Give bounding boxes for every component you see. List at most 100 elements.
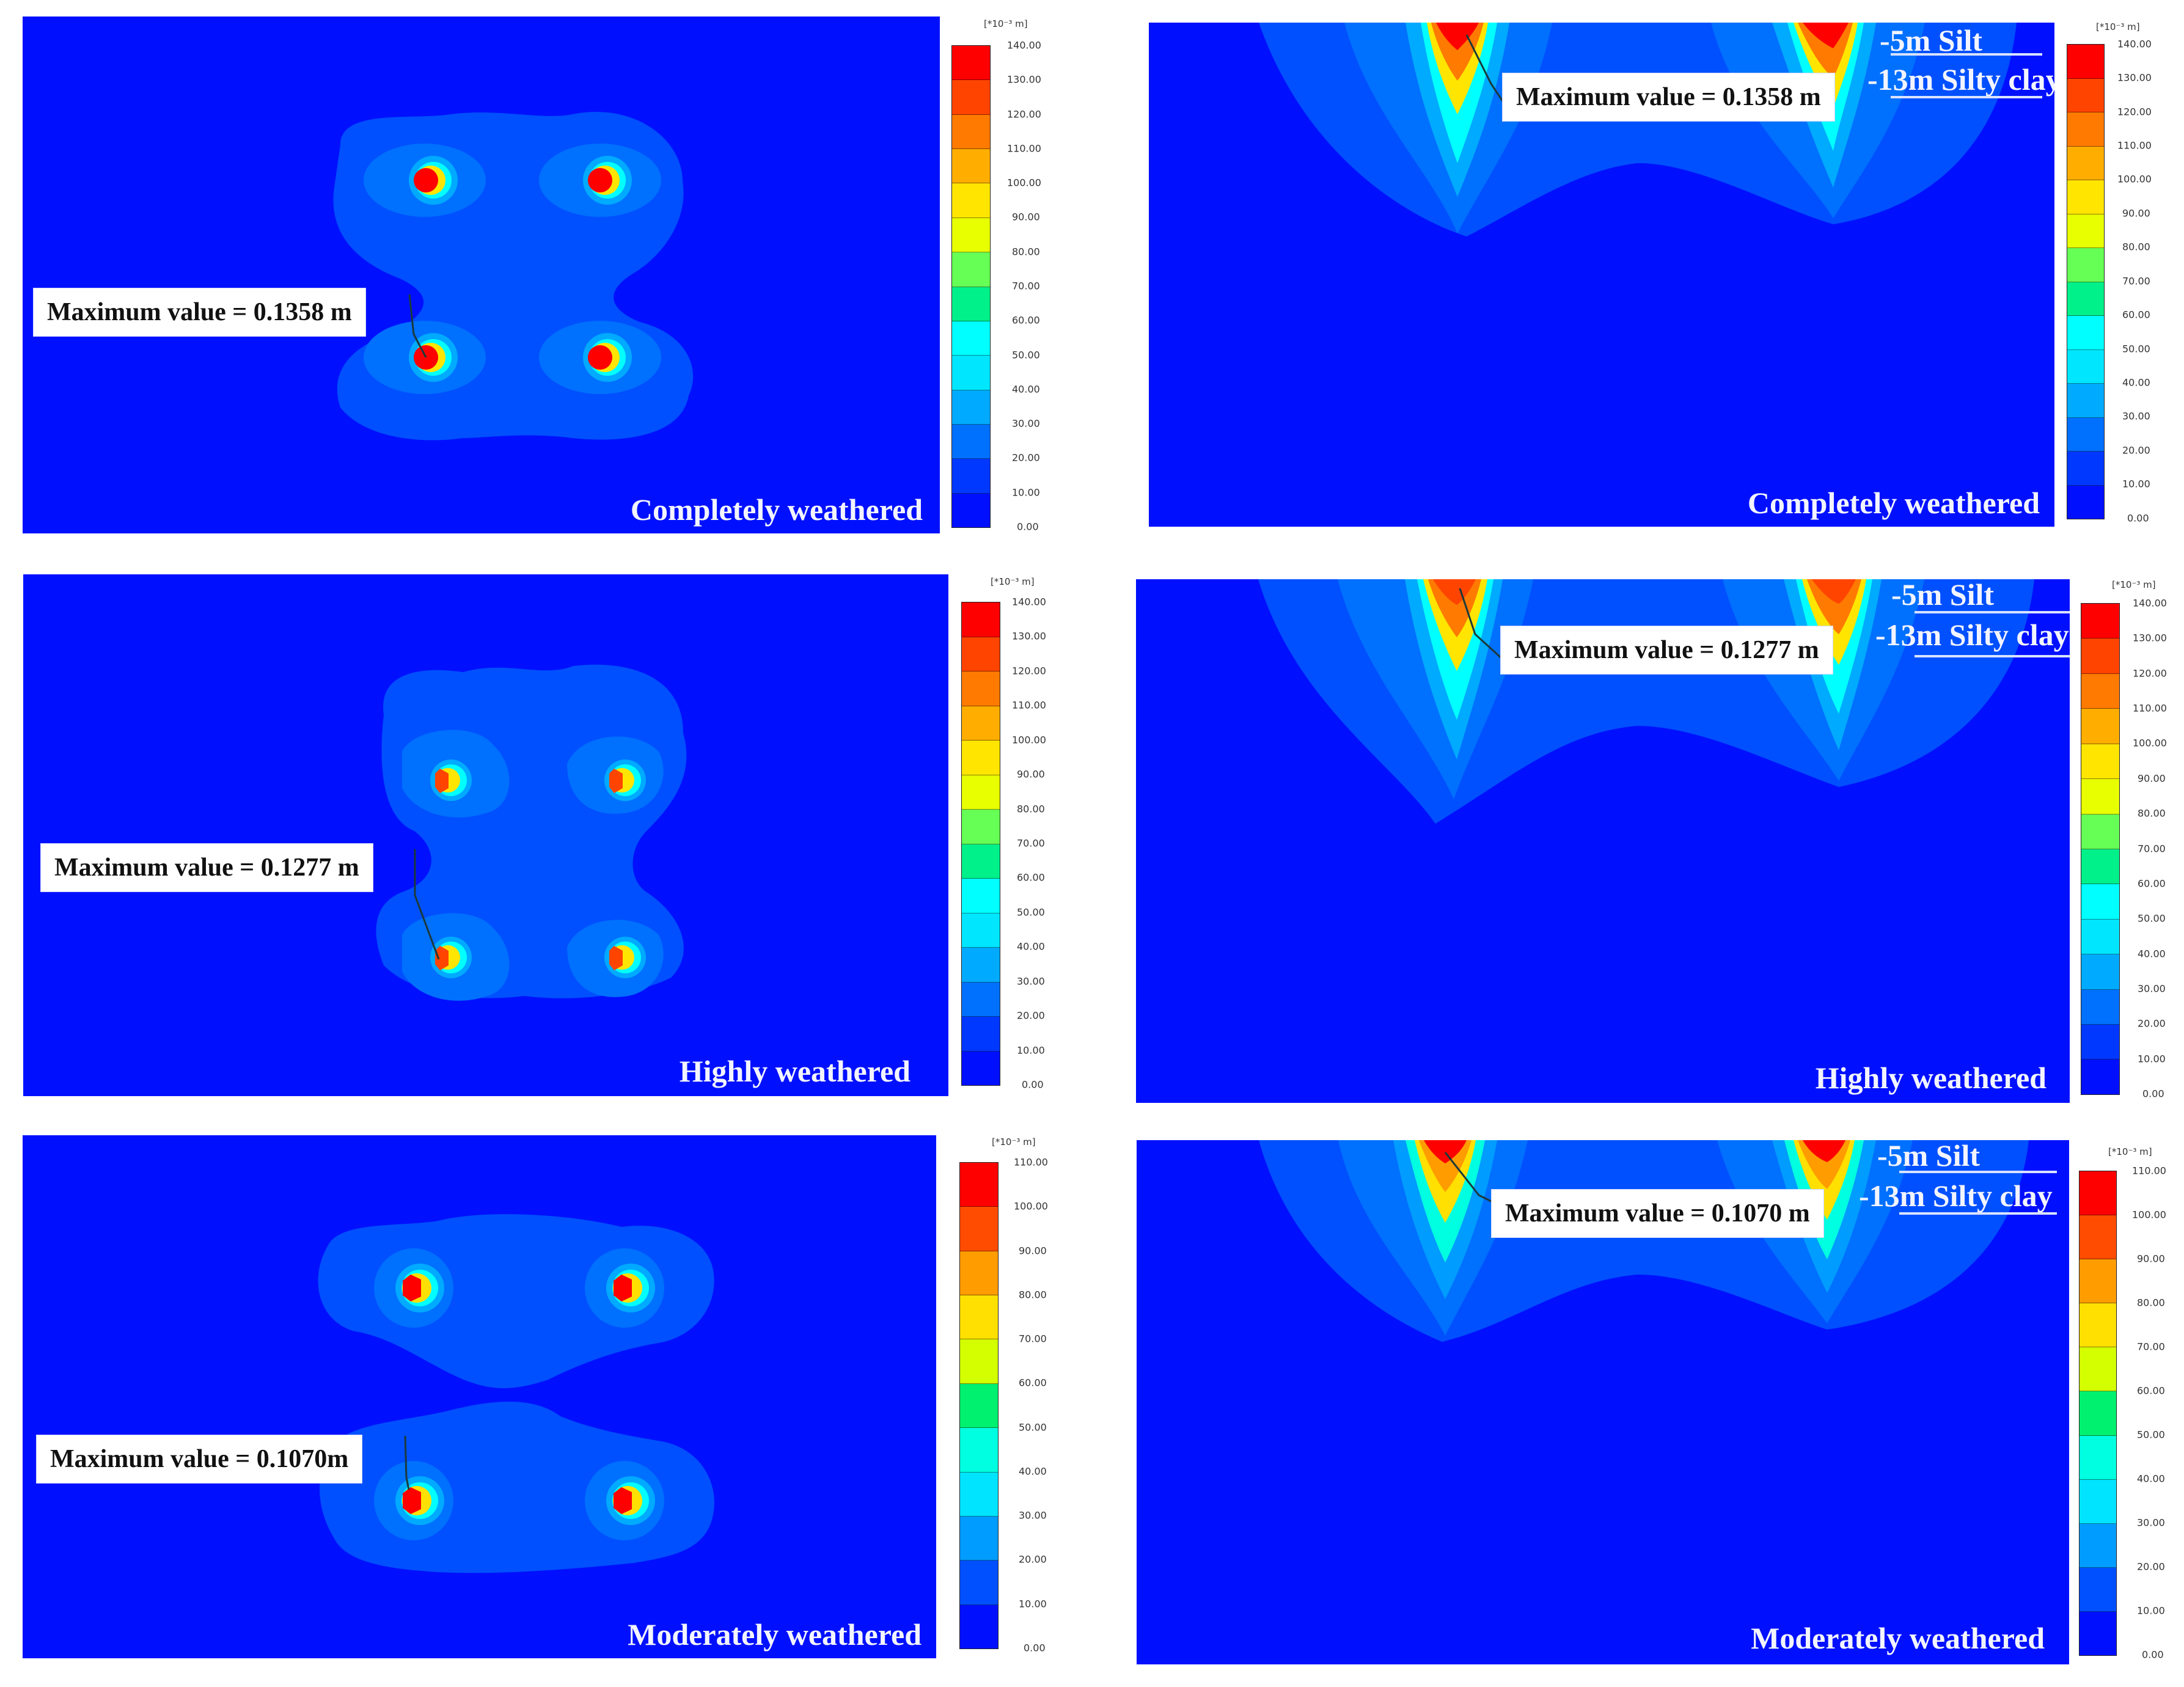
legend-tick: 90.00 [1012,211,1040,223]
contour-plot [1259,1140,2029,1342]
legend-tick: 50.00 [2122,343,2150,355]
legend-tick: 100.00 [1012,734,1046,746]
layer-label-silty-clay: -13m Silty clay [1867,62,2054,97]
legend-tick: 10.00 [1019,1598,1047,1610]
legend-tick: 80.00 [1017,803,1045,815]
layer-boundary-line [1915,611,2070,613]
legend-tick: 70.00 [1019,1333,1047,1345]
pile-hotspots [430,759,646,978]
legend-tick: 70.00 [2138,843,2166,855]
contour-plot [376,664,687,1001]
legend-bar [961,602,1000,1086]
legend-tick: 20.00 [2122,444,2150,456]
legend-tick: 110.00 [2132,1165,2166,1177]
legend-bar [959,1162,999,1649]
plan-view-highly-weathered: Maximum value = 0.1277 m Highly weathere… [23,574,948,1096]
legend-tick: 10.00 [2138,1053,2166,1065]
layer-boundary-line [1891,53,2042,56]
max-value-label: Maximum value = 0.1358 m [33,288,366,337]
legend-tick: 30.00 [1019,1509,1047,1521]
legend-tick: 30.00 [1012,417,1040,430]
legend-tick: 60.00 [1012,314,1040,326]
legend-unit: [*10⁻³ m] [2112,579,2156,590]
legend-tick: 0.00 [1017,521,1039,533]
legend-tick: 90.00 [2138,772,2166,785]
legend-tick: 50.00 [2137,1429,2165,1441]
max-value-label: Maximum value = 0.1277 m [40,843,373,892]
legend-tick: 130.00 [2117,71,2152,84]
legend-tick: 70.00 [2122,275,2150,287]
legend-tick: 90.00 [2122,207,2150,219]
panel-caption: Highly weathered [1815,1061,2047,1095]
legend-tick: 50.00 [1019,1421,1047,1433]
layer-boundary-line [1891,96,2042,98]
legend-tick: 110.00 [1007,142,1041,155]
legend-tick: 10.00 [2122,478,2150,490]
legend-tick: 40.00 [1017,940,1045,953]
layer-boundary-line [1899,1171,2057,1173]
plan-view-completely-weathered: Maximum value = 0.1358 m Completely weat… [23,16,940,533]
legend-tick: 110.00 [1012,699,1046,711]
legend-tick: 50.00 [2138,912,2166,924]
legend-unit: [*10⁻³ m] [984,18,1028,29]
legend-tick: 60.00 [2138,877,2166,890]
legend-tick: 140.00 [1012,596,1046,608]
legend-tick: 130.00 [1012,630,1046,642]
legend-tick: 120.00 [1012,665,1046,677]
legend-tick: 140.00 [1007,39,1041,51]
legend-tick: 40.00 [1019,1465,1047,1477]
max-value-label: Maximum value = 0.1277 m [1500,626,1833,675]
pile-hotspots [409,156,632,382]
pile-hotspots [395,1264,655,1525]
section-view-moderately-weathered: Maximum value = 0.1070 m -5m Silt -13m S… [1137,1140,2069,1664]
legend-tick: 30.00 [2122,410,2150,422]
legend-tick: 110.00 [1014,1156,1048,1168]
legend-bar [2079,1171,2117,1656]
legend-tick: 30.00 [2137,1517,2165,1529]
legend-tick: 0.00 [2142,1649,2164,1661]
legend-unit: [*10⁻³ m] [2108,1146,2152,1157]
legend-tick: 100.00 [2132,1209,2166,1221]
legend-tick: 80.00 [1019,1289,1047,1301]
max-value-label: Maximum value = 0.1358 m [1502,73,1835,122]
legend-tick: 100.00 [2133,737,2167,749]
legend-tick: 60.00 [1019,1377,1047,1389]
legend-tick: 120.00 [2133,667,2167,679]
legend-unit: [*10⁻³ m] [992,1136,1036,1147]
plan-view-moderately-weathered: Maximum value = 0.1070m Moderately weath… [23,1135,936,1658]
legend-bar [2081,603,2120,1095]
layer-label-silty-clay: -13m Silty clay [1859,1179,2053,1213]
legend-tick: 20.00 [1012,452,1040,464]
layer-boundary-line [1915,655,2070,657]
legend-tick: 90.00 [2137,1253,2165,1265]
legend-tick: 60.00 [1017,871,1045,884]
legend-tick: 60.00 [2137,1385,2165,1397]
legend-tick: 70.00 [1012,280,1040,292]
legend-tick: 110.00 [2133,702,2167,714]
legend-tick: 20.00 [2137,1561,2165,1573]
legend-tick: 20.00 [2138,1017,2166,1030]
legend-unit: [*10⁻³ m] [991,576,1035,587]
legend-unit: [*10⁻³ m] [2096,21,2140,32]
legend-tick: 130.00 [2133,632,2167,644]
legend-tick: 110.00 [2117,139,2152,152]
legend-bar [2067,44,2105,519]
legend-tick: 50.00 [1017,906,1045,918]
panel-caption: Highly weathered [679,1054,911,1088]
legend-tick: 40.00 [2122,376,2150,389]
legend-tick: 120.00 [1007,108,1041,120]
legend-tick: 130.00 [1007,73,1041,86]
layer-label-silt: -5m Silt [1891,579,1995,612]
max-value-label: Maximum value = 0.1070m [36,1435,363,1484]
legend-tick: 80.00 [2122,241,2150,253]
max-value-label: Maximum value = 0.1070 m [1491,1189,1824,1238]
legend-tick: 80.00 [2137,1297,2165,1309]
legend-tick: 40.00 [2138,948,2166,960]
layer-label-silt: -5m Silt [1877,1140,1981,1173]
legend-tick: 10.00 [1017,1044,1045,1056]
panel-caption: Completely weathered [1747,486,2040,520]
panel-caption: Moderately weathered [1751,1621,2045,1655]
legend-tick: 70.00 [1017,837,1045,849]
legend-tick: 0.00 [1024,1642,1046,1654]
legend-tick: 10.00 [1012,486,1040,499]
